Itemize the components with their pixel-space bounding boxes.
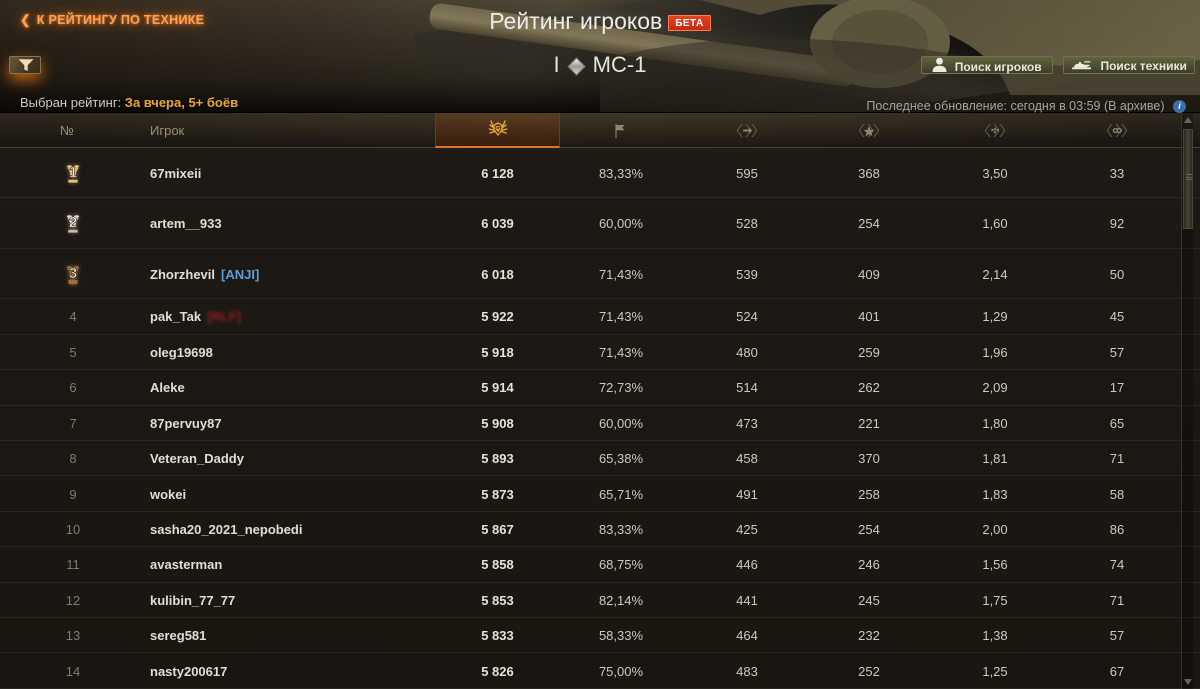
svg-text:3: 3 <box>69 265 77 282</box>
svg-text:1: 1 <box>69 164 77 181</box>
svg-text:2: 2 <box>69 214 77 231</box>
